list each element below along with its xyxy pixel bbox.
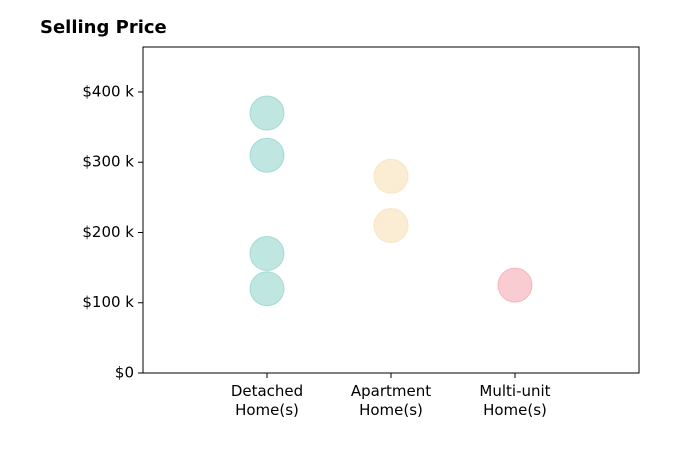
point <box>497 267 533 303</box>
point <box>249 95 285 131</box>
y-tick-label: $100 k <box>82 293 134 311</box>
point <box>249 271 285 307</box>
point <box>249 236 285 272</box>
y-tick-label: $400 k <box>82 82 134 100</box>
point <box>373 158 409 194</box>
x-tick-label: Apartment Home(s) <box>350 382 432 419</box>
y-tick-label: $200 k <box>82 223 134 241</box>
chart-title: Selling Price <box>40 17 167 38</box>
y-tick-label: $0 <box>115 364 134 382</box>
point <box>249 137 285 173</box>
y-tick-label: $300 k <box>82 153 134 171</box>
point <box>373 207 409 243</box>
x-tick-label: Detached Home(s) <box>230 382 304 419</box>
x-tick-label: Multi-unit Home(s) <box>479 382 551 419</box>
